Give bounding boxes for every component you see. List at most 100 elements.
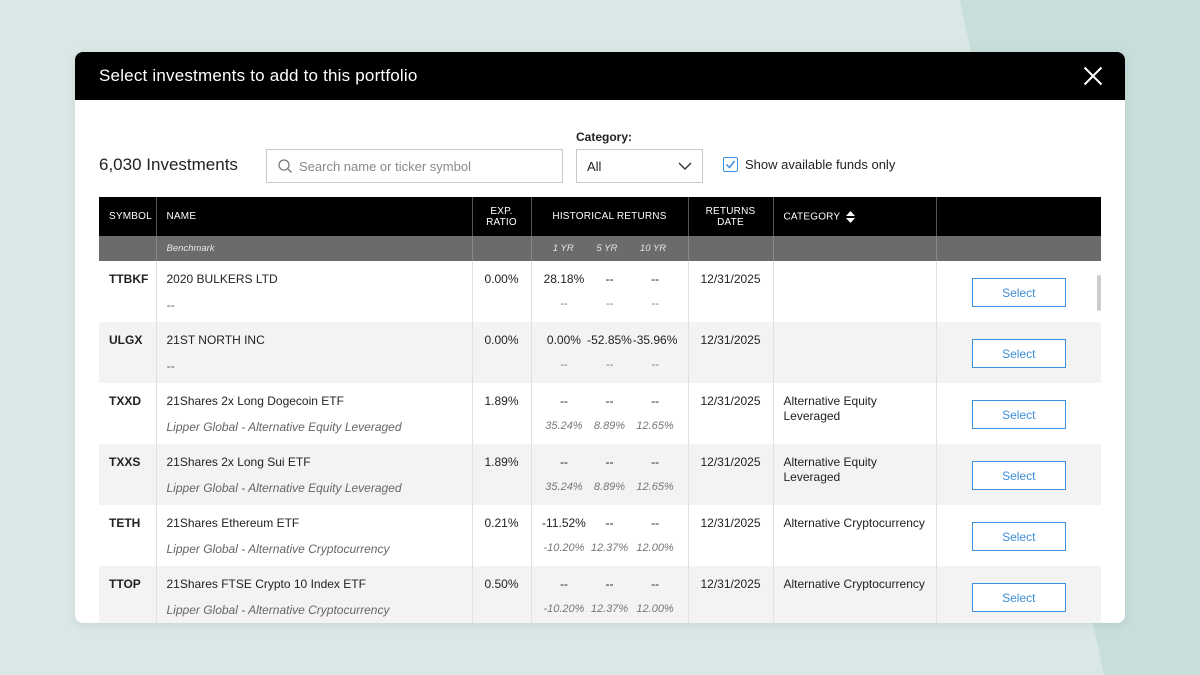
row-returns-date: 12/31/2025 [688, 444, 774, 505]
row-benchmark-5yr: 8.89% [593, 481, 626, 493]
available-funds-label: Show available funds only [745, 157, 896, 172]
investments-table: SYMBOL NAME EXP. RATIO HISTORICAL RETURN… [99, 197, 1101, 623]
search-input[interactable] [299, 158, 559, 174]
close-icon[interactable] [1083, 66, 1103, 86]
modal-title: Select investments to add to this portfo… [99, 66, 418, 85]
row-symbol: TXXD [99, 383, 157, 444]
row-benchmark-1yr: -10.20% [543, 603, 585, 615]
row-benchmark: Lipper Global - Alternative Equity Lever… [166, 481, 402, 495]
table-subheader: Benchmark 1 YR 5 YR 10 YR [99, 236, 1101, 261]
col-category-label: CATEGORY [783, 211, 841, 223]
row-benchmark-10yr: -- [651, 298, 659, 310]
row-return-1yr: -11.52% [542, 516, 586, 530]
row-name: 21Shares 2x Long Sui ETF [166, 455, 311, 469]
select-button[interactable]: Select [971, 339, 1066, 368]
row-symbol: TTOP [99, 566, 157, 623]
row-exp-ratio: 1.89% [472, 383, 532, 444]
row-return-1yr: -- [559, 577, 568, 591]
table-row: TTOP 21Shares FTSE Crypto 10 Index ETF L… [99, 566, 1101, 623]
row-benchmark-5yr: 8.89% [593, 420, 626, 432]
row-benchmark: -- [166, 298, 175, 312]
available-funds-toggle[interactable]: Show available funds only [723, 157, 895, 172]
row-returns-date: 12/31/2025 [688, 566, 774, 623]
row-benchmark-10yr: -- [651, 359, 659, 371]
select-investments-modal: Select investments to add to this portfo… [75, 52, 1125, 623]
row-category: Alternative Cryptocurrency [773, 566, 937, 623]
select-button[interactable]: Select [971, 278, 1066, 307]
select-button[interactable]: Select [971, 461, 1066, 490]
row-benchmark-1yr: 35.24% [545, 420, 583, 432]
row-exp-ratio: 0.21% [472, 505, 532, 566]
row-return-5yr: -- [605, 455, 614, 469]
available-funds-checkbox[interactable] [723, 157, 738, 172]
row-category: Alternative Equity Leveraged [773, 383, 937, 444]
select-button[interactable]: Select [971, 400, 1066, 429]
row-returns-date: 12/31/2025 [688, 505, 774, 566]
chevron-down-icon [678, 162, 692, 170]
row-returns-date: 12/31/2025 [688, 261, 774, 322]
row-benchmark-10yr: 12.65% [636, 481, 674, 493]
row-benchmark-1yr: -- [560, 359, 568, 371]
row-return-1yr: -- [559, 394, 568, 408]
row-return-1yr: 0.00% [546, 333, 581, 347]
subheader-benchmark: Benchmark [156, 236, 473, 261]
row-benchmark: Lipper Global - Alternative Cryptocurren… [166, 542, 390, 556]
row-symbol: TTBKF [99, 261, 157, 322]
table-row: TXXD 21Shares 2x Long Dogecoin ETF Lippe… [99, 383, 1101, 444]
category-label: Category: [576, 130, 633, 144]
row-benchmark-5yr: 12.37% [590, 603, 629, 615]
row-category [773, 261, 937, 322]
subheader-5yr: 5 YR [596, 243, 618, 254]
row-benchmark: Lipper Global - Alternative Equity Lever… [166, 420, 402, 434]
row-return-10yr: -35.96% [632, 333, 678, 347]
row-category [773, 322, 937, 383]
row-returns-date: 12/31/2025 [688, 322, 774, 383]
row-symbol: TXXS [99, 444, 157, 505]
row-benchmark-1yr: -10.20% [543, 542, 585, 554]
table-header: SYMBOL NAME EXP. RATIO HISTORICAL RETURN… [99, 197, 1101, 236]
scrollbar[interactable] [1097, 275, 1101, 311]
subheader-10yr: 10 YR [639, 243, 667, 254]
subheader-1yr: 1 YR [552, 243, 574, 254]
row-benchmark-5yr: -- [605, 298, 614, 310]
row-benchmark-5yr: -- [605, 359, 614, 371]
row-benchmark-10yr: 12.00% [636, 603, 674, 615]
row-return-1yr: 28.18% [543, 272, 585, 286]
investment-count: 6,030 Investments [99, 155, 238, 174]
row-benchmark-10yr: 12.00% [636, 542, 674, 554]
modal-header: Select investments to add to this portfo… [75, 52, 1125, 100]
row-category: Alternative Equity Leveraged [773, 444, 937, 505]
sort-icon[interactable] [846, 210, 856, 223]
row-return-10yr: -- [651, 394, 660, 408]
row-return-10yr: -- [651, 455, 660, 469]
row-name: 2020 BULKERS LTD [166, 272, 278, 286]
col-historical-returns: HISTORICAL RETURNS [531, 197, 689, 236]
row-benchmark-1yr: 35.24% [545, 481, 583, 493]
table-row: TETH 21Shares Ethereum ETF Lipper Global… [99, 505, 1101, 566]
search-box[interactable] [266, 149, 563, 183]
row-return-5yr: -- [605, 516, 614, 530]
category-value: All [587, 158, 602, 174]
row-name: 21ST NORTH INC [166, 333, 265, 347]
toolbar: 6,030 Investments Category: All Show ava… [75, 100, 1125, 197]
table-row: ULGX 21ST NORTH INC -- 0.00% 0.00% -52.8… [99, 322, 1101, 383]
row-return-10yr: -- [651, 577, 660, 591]
row-benchmark: Lipper Global - Alternative Cryptocurren… [166, 603, 390, 617]
row-return-1yr: -- [559, 455, 568, 469]
select-button[interactable]: Select [971, 583, 1066, 612]
table-row: TTBKF 2020 BULKERS LTD -- 0.00% 28.18% -… [99, 261, 1101, 322]
row-return-10yr: -- [651, 272, 660, 286]
col-category[interactable]: CATEGORY [773, 197, 937, 236]
select-button[interactable]: Select [971, 522, 1066, 551]
row-return-5yr: -52.85% [587, 333, 632, 347]
row-return-5yr: -- [605, 577, 614, 591]
category-dropdown[interactable]: All [576, 149, 703, 183]
row-return-10yr: -- [651, 516, 660, 530]
row-exp-ratio: 0.50% [472, 566, 532, 623]
col-symbol: SYMBOL [99, 197, 157, 236]
search-icon [278, 159, 292, 173]
row-name: 21Shares 2x Long Dogecoin ETF [166, 394, 344, 408]
row-exp-ratio: 0.00% [472, 322, 532, 383]
row-symbol: TETH [99, 505, 157, 566]
col-exp-ratio: EXP. RATIO [472, 197, 532, 236]
